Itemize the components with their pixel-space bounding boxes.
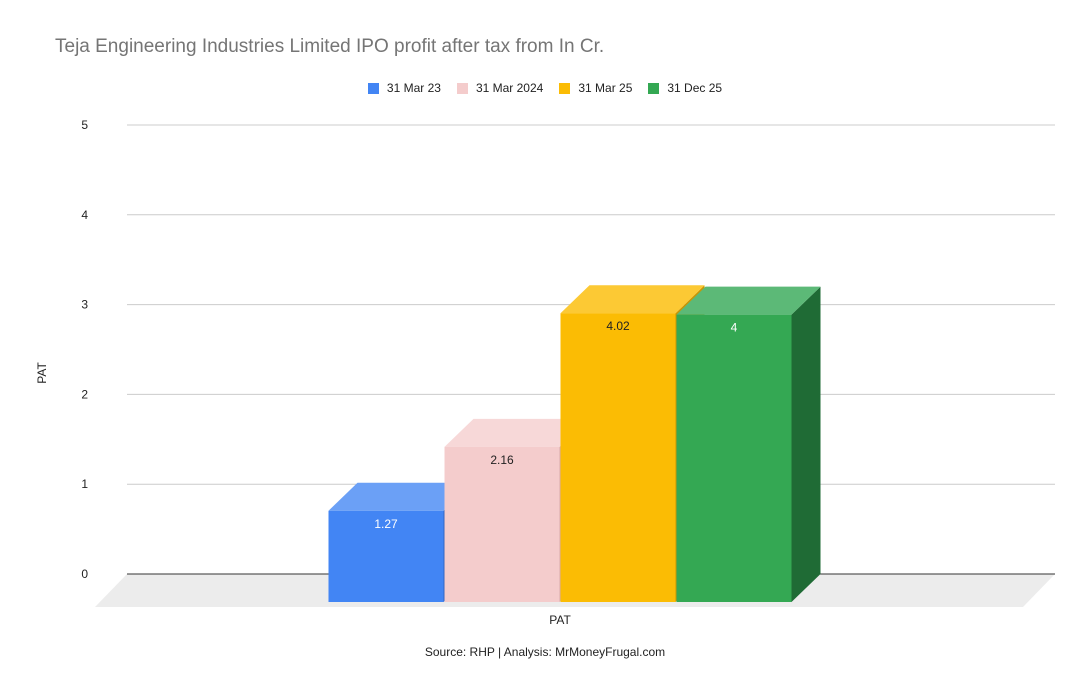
legend-label: 31 Dec 25 [667,81,723,95]
bar-front [444,446,560,602]
legend-item-31-dec-25[interactable]: 31 Dec 25 [648,81,722,95]
legend-label: 31 Mar 25 [578,81,633,95]
bar-front [560,313,676,602]
bar-31-dec-25[interactable]: 4 [676,286,821,602]
x-axis-category-label: PAT [549,613,571,627]
legend-swatch [559,82,571,94]
bar-top [676,286,821,315]
y-tick-label: 2 [81,387,88,401]
bar-top [444,418,589,447]
legend-item-31-mar-23[interactable]: 31 Mar 23 [367,81,441,95]
y-axis-ticks: 0 1 2 3 4 5 [81,118,88,581]
bar-top [560,285,705,314]
legend-item-31-mar-25[interactable]: 31 Mar 25 [559,81,632,95]
legend-label: 31 Mar 23 [386,81,441,95]
bar-front [328,510,444,602]
y-axis-label: PAT [35,362,49,384]
y-tick-label: 4 [81,208,88,222]
legend-swatch [367,82,379,94]
bar-data-label: 4 [731,321,738,335]
bar-data-label: 2.16 [490,453,514,467]
y-tick-label: 3 [81,298,88,312]
legend-swatch [648,82,660,94]
legend-swatch [456,82,468,94]
y-tick-label: 0 [81,567,88,581]
bar-front [676,314,792,602]
bars: 1.27 2.16 4.02 4 [328,285,821,602]
bar-side [791,286,821,602]
legend-label: 31 Mar 2024 [475,81,544,95]
source-note: Source: RHP | Analysis: MrMoneyFrugal.co… [424,645,666,659]
bar-top [328,482,473,511]
legend: 31 Mar 23 31 Mar 2024 31 Mar 25 31 Dec 2… [0,81,1090,95]
bar-data-label: 1.27 [374,517,398,531]
y-tick-label: 1 [81,477,88,491]
bar-data-label: 4.02 [606,319,630,333]
legend-item-31-mar-2024[interactable]: 31 Mar 2024 [456,81,544,95]
y-tick-label: 5 [81,118,88,132]
chart-title: Teja Engineering Industries Limited IPO … [55,36,605,57]
